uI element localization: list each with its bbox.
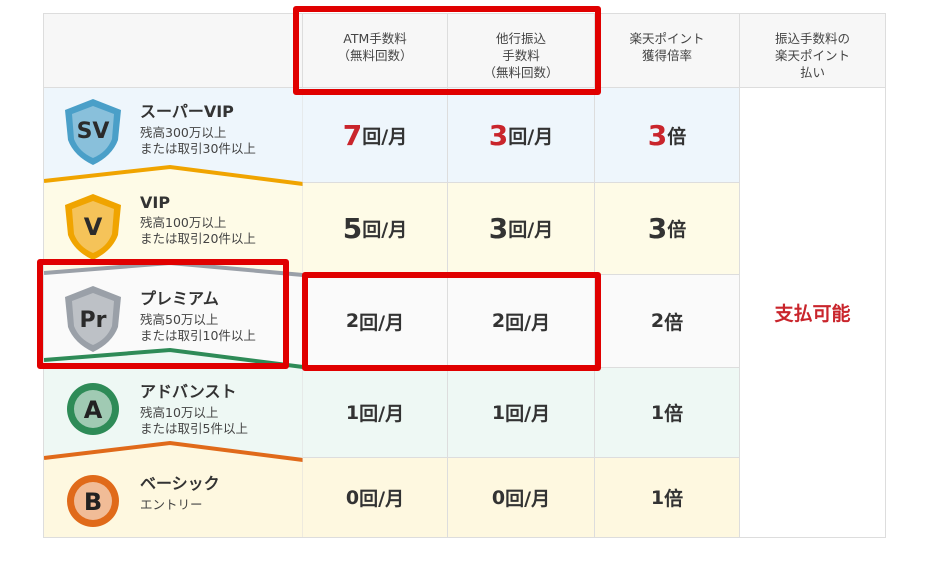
header-text: ATM手数料 xyxy=(343,31,407,46)
header-text: 楽天ポイント xyxy=(774,48,850,63)
header-text: 払い xyxy=(799,65,825,80)
svg-text:V: V xyxy=(84,213,103,241)
transfer-cell: 2 回/月 xyxy=(448,275,595,368)
header-point-rate: 楽天ポイント 獲得倍率 xyxy=(595,13,740,88)
value-number: 1 xyxy=(491,401,506,424)
value-number: 0 xyxy=(345,486,360,509)
value-number: 0 xyxy=(491,486,506,509)
header-text: 手数料 xyxy=(502,48,540,63)
value-number: 1 xyxy=(345,401,360,424)
value-unit: 倍 xyxy=(664,311,684,334)
value-number: 2 xyxy=(650,310,665,332)
highlight-box-fee-headers xyxy=(293,6,601,95)
svg-text:A: A xyxy=(84,396,103,424)
tier-4: A アドバンスト残高10万以上 または取引5件以上 xyxy=(60,376,300,446)
value-unit: 回/月 xyxy=(505,488,551,510)
transfer-cell: 1 回/月 xyxy=(448,368,595,458)
header-text: 振込手数料の xyxy=(774,31,850,46)
transfer-cell: 3 回/月 xyxy=(448,88,595,183)
value-number: 3 xyxy=(647,212,668,245)
atm-cell: 1 回/月 xyxy=(303,368,448,458)
header-tier xyxy=(43,13,303,88)
highlight-box-premium-tier xyxy=(37,259,289,369)
tier-3: Pr プレミアム残高50万以上 または取引10件以上 xyxy=(60,283,300,359)
value-unit: 回/月 xyxy=(508,125,554,148)
value-unit: 回/月 xyxy=(508,219,554,241)
highlight-box-premium-fees xyxy=(302,272,601,371)
header-text: 楽天ポイント xyxy=(629,31,705,46)
tier-condition: エントリー xyxy=(140,497,203,512)
point-payment-cell: 支払可能 xyxy=(740,88,886,538)
value-unit: 回/月 xyxy=(359,488,405,510)
value-unit: 回/月 xyxy=(505,311,551,334)
basic-circle-icon: B xyxy=(60,468,126,538)
header-transfer-fee: 他行振込手数料 （無料回数） xyxy=(448,13,595,88)
tier-5: B ベーシックエントリー xyxy=(60,468,300,538)
atm-cell: 7 回/月 xyxy=(303,88,448,183)
tier-name: アドバンスト xyxy=(140,382,237,401)
header-text: （無料回数） xyxy=(337,48,413,63)
tier-name: プレミアム xyxy=(140,289,219,308)
value-unit: 回/月 xyxy=(359,403,405,425)
svg-text:Pr: Pr xyxy=(80,308,107,333)
svg-text:SV: SV xyxy=(77,119,110,144)
value-unit: 回/月 xyxy=(362,125,408,148)
value-number: 1 xyxy=(650,486,665,509)
transfer-cell: 3 回/月 xyxy=(448,183,595,275)
value-unit: 回/月 xyxy=(359,311,405,334)
value-number: 5 xyxy=(342,212,363,245)
tier-condition: または取引20件以上 xyxy=(140,231,256,246)
value-number: 2 xyxy=(491,310,506,332)
value-unit: 回/月 xyxy=(505,403,551,425)
point-payment-value: 支払可能 xyxy=(774,303,851,325)
tier-1: SV スーパーVIP 残高300万以上 または取引30件以上 xyxy=(60,96,300,172)
value-unit: 倍 xyxy=(667,125,687,148)
value-number: 3 xyxy=(647,118,668,152)
tier-condition: または取引10件以上 xyxy=(140,328,256,343)
tier-divider xyxy=(43,164,304,186)
transfer-cell: 0 回/月 xyxy=(448,458,595,538)
tier-background xyxy=(44,350,303,460)
tier-name: VIP xyxy=(140,193,171,212)
value-number: 3 xyxy=(488,212,509,245)
advance-circle-icon: A xyxy=(60,376,126,446)
value-unit: 倍 xyxy=(664,488,684,510)
value-number: 7 xyxy=(342,118,363,152)
tier-condition: または取引5件以上 xyxy=(140,421,248,436)
tier-name: スーパーVIP xyxy=(140,102,234,121)
premium-shield-icon: Pr xyxy=(60,283,126,359)
atm-cell: 5 回/月 xyxy=(303,183,448,275)
header-text: （無料回数） xyxy=(483,65,559,80)
atm-cell: 2 回/月 xyxy=(303,275,448,368)
value-number: 2 xyxy=(345,310,360,332)
value-number: 1 xyxy=(650,401,665,424)
atm-cell: 0 回/月 xyxy=(303,458,448,538)
value-unit: 回/月 xyxy=(362,219,408,241)
value-unit: 倍 xyxy=(664,403,684,425)
header-atm-fee: ATM手数料 （無料回数） xyxy=(303,13,448,88)
header-point-payment: 振込手数料の 楽天ポイント 払い xyxy=(740,13,886,88)
vip-shield-icon: V xyxy=(60,191,126,267)
tier-divider xyxy=(43,347,304,369)
value-number: 3 xyxy=(488,118,509,152)
super-vip-shield-icon: SV xyxy=(60,96,126,172)
tier-condition: 残高300万以上 xyxy=(140,125,227,140)
value-unit: 倍 xyxy=(667,219,687,241)
tier-condition: 残高10万以上 xyxy=(140,405,219,420)
header-text: 他行振込 xyxy=(495,31,546,46)
tier-condition: 残高100万以上 xyxy=(140,215,227,230)
tier-condition: または取引30件以上 xyxy=(140,141,256,156)
header-text: 獲得倍率 xyxy=(641,48,692,63)
svg-text:B: B xyxy=(84,488,102,516)
tier-condition: 残高50万以上 xyxy=(140,312,219,327)
tier-2: V VIP 残高100万以上 または取引20件以上 xyxy=(60,191,300,267)
tier-name: ベーシック xyxy=(140,474,220,493)
tier-divider xyxy=(43,440,304,462)
